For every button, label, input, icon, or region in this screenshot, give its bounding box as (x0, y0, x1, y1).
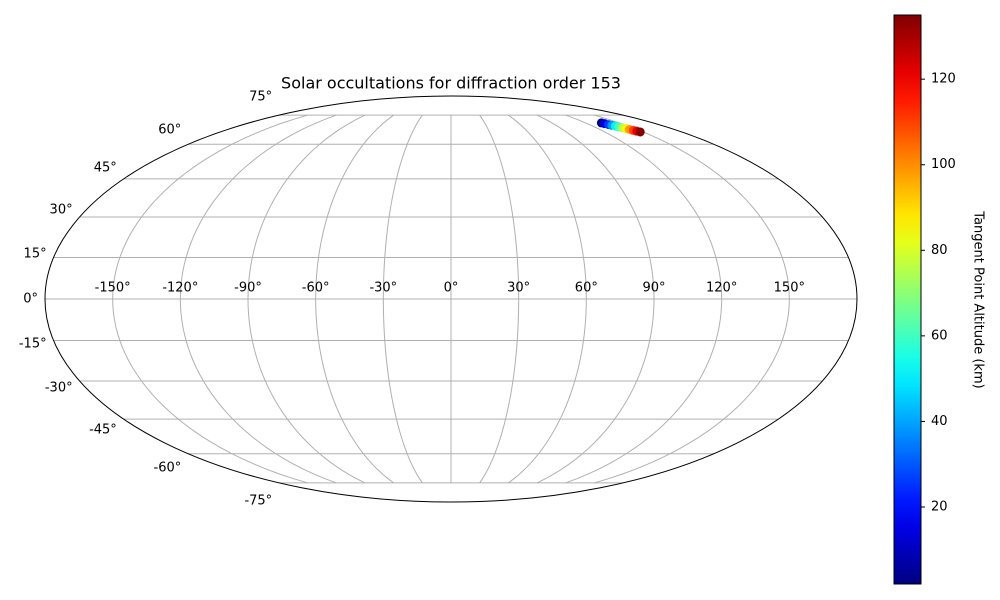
y-tick-label: 45° (94, 161, 117, 176)
grid-line (247, 114, 366, 484)
colorbar-tick-label: 20 (931, 499, 948, 514)
x-tick-label: -60° (302, 281, 330, 296)
y-tick-label: -30° (45, 381, 73, 396)
x-tick-label: 0° (444, 281, 459, 296)
colorbar-tick-label: 60 (931, 328, 948, 343)
x-tick-label: -150° (95, 281, 131, 296)
x-tick-label: 90° (642, 281, 665, 296)
colorbar-tick-label: 40 (931, 414, 948, 429)
colorbar-label: Tangent Point Altitude (km) (971, 210, 986, 388)
scatter-point (635, 127, 645, 137)
y-tick-label: 0° (23, 292, 38, 307)
colorbar (893, 14, 922, 585)
chart-title: Solar occultations for diffraction order… (281, 74, 621, 93)
grid-line (479, 114, 520, 484)
grid-line (565, 114, 723, 484)
y-tick-label: 30° (50, 202, 73, 217)
grid-line (594, 114, 790, 484)
x-tick-label: 120° (706, 281, 737, 296)
x-tick-label: -90° (234, 281, 262, 296)
colorbar-tick-label: 100 (931, 157, 956, 172)
y-tick-label: -45° (89, 422, 117, 437)
y-tick-label: -75° (244, 493, 272, 508)
x-tick-label: 60° (575, 281, 598, 296)
y-tick-label: 60° (158, 122, 181, 137)
y-tick-label: 75° (249, 90, 272, 105)
y-tick-label: -15° (19, 337, 47, 352)
colorbar-tick-label: 120 (931, 72, 956, 87)
grid-line (507, 114, 587, 484)
grid-line (112, 114, 308, 484)
x-tick-label: 30° (507, 281, 530, 296)
x-tick-label: -120° (162, 281, 198, 296)
grid-line (536, 114, 655, 484)
y-tick-label: -60° (154, 461, 182, 476)
x-tick-label: -30° (369, 281, 397, 296)
x-tick-label: 150° (774, 281, 805, 296)
colorbar-tick-label: 80 (931, 243, 948, 258)
grid-line (382, 114, 423, 484)
grid-line (315, 114, 395, 484)
y-tick-label: 15° (24, 246, 47, 261)
grid-line (179, 114, 337, 484)
map-boundary (44, 95, 858, 503)
